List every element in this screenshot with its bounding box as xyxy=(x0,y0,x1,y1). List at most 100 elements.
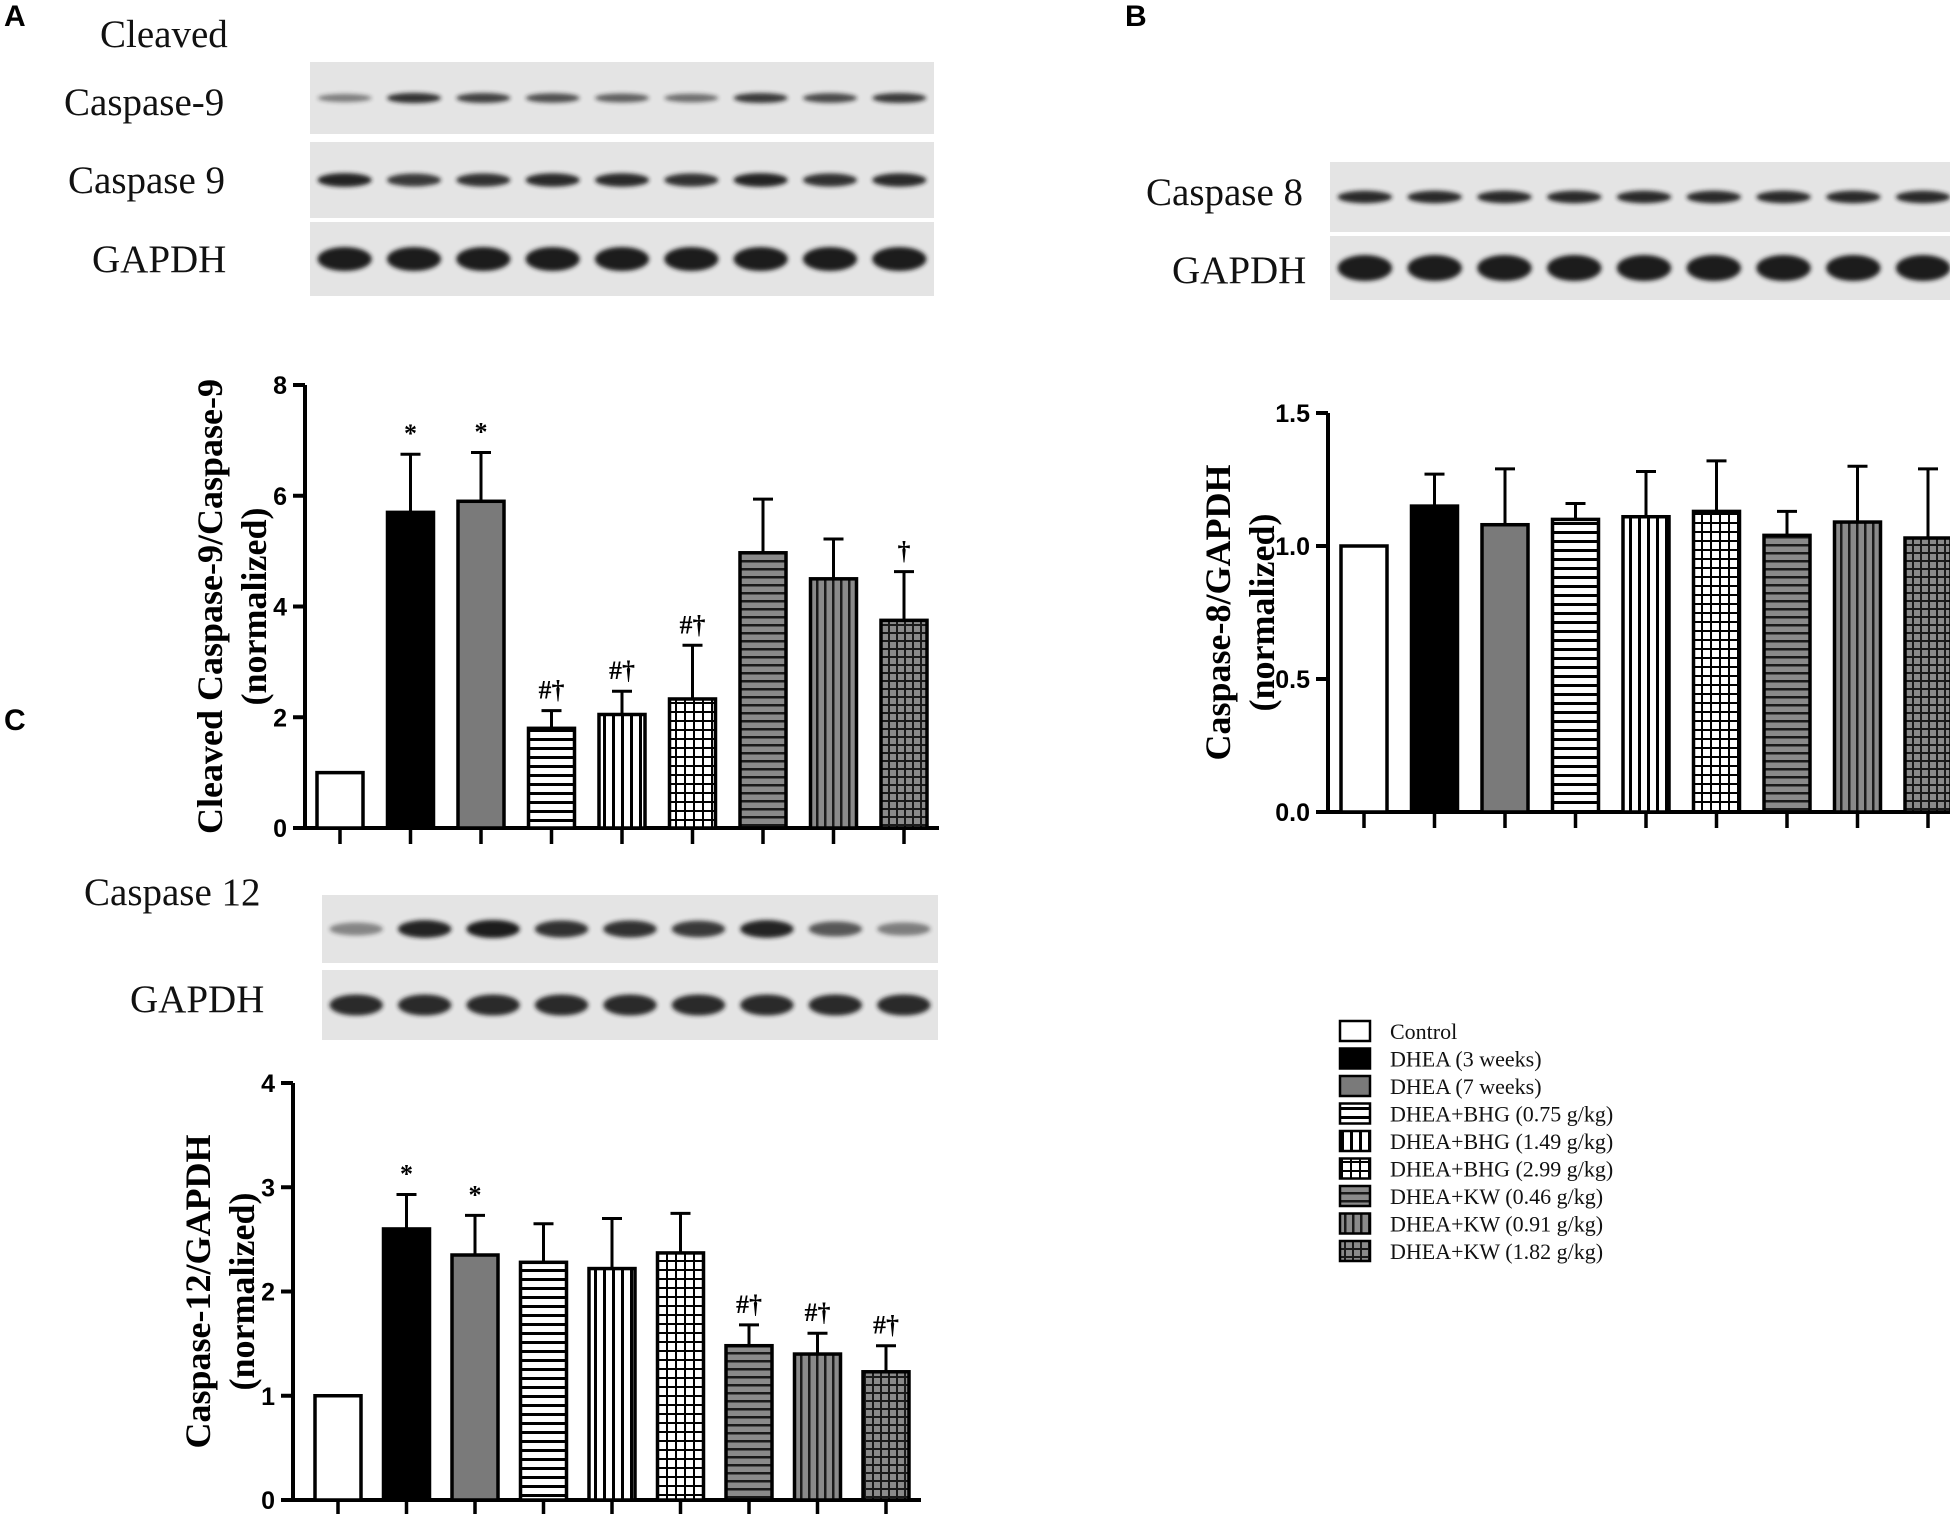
western-blots xyxy=(310,62,1950,1040)
blot-band xyxy=(1686,255,1741,281)
chart-panel-b: 0.0 0.5 1.0 1.5 Caspase-8/GAPDH (normalized) xyxy=(1198,400,1950,828)
blot-band xyxy=(1616,190,1672,204)
chart-panel-c: 0 1 2 3 4 Caspase-12/GAPDH (normalized) * * #† #† #… xyxy=(178,1070,921,1515)
bar-b-5 xyxy=(1621,514,1671,814)
legend-label: DHEA (7 weeks) xyxy=(1390,1074,1542,1099)
blot-band xyxy=(525,173,580,187)
blot-band xyxy=(534,994,589,1016)
y-axis-title: (normalized) xyxy=(1242,514,1282,712)
bar-c-6 xyxy=(655,1251,706,1502)
blot-label-caspase-9: Caspase 9 xyxy=(68,159,225,202)
blot-band xyxy=(397,994,452,1016)
blot-band xyxy=(466,994,520,1016)
y-axis-title: (normalized) xyxy=(234,508,274,706)
bar-a-6 xyxy=(667,697,718,830)
bar-a-7 xyxy=(738,551,788,830)
legend: Control DHEA (3 weeks)DHEA (7 weeks) DHEA+… xyxy=(1338,1019,1613,1264)
legend-entry: DHEA+BHG (2.99 g/kg) xyxy=(1338,1157,1613,1182)
blot-band xyxy=(386,247,442,271)
blot-band xyxy=(329,922,383,936)
blot-band xyxy=(1756,190,1811,204)
blot-label-caspase-9-cleaved: Caspase-9 xyxy=(64,81,224,124)
legend-swatch xyxy=(1338,1019,1372,1043)
legend-entry: Control xyxy=(1338,1019,1457,1044)
significance-label: * xyxy=(469,1180,482,1209)
blot-band xyxy=(1616,255,1672,281)
blot-gapdh-c xyxy=(322,970,938,1040)
panel-letter-c: C xyxy=(4,704,26,737)
blot-band xyxy=(386,173,442,187)
blot-band xyxy=(329,994,383,1016)
bar-c-3 xyxy=(450,1253,500,1502)
blot-label-caspase-8: Caspase 8 xyxy=(1146,171,1303,214)
bar-a-8 xyxy=(808,577,859,830)
blot-band xyxy=(1337,255,1393,281)
significance-label: #† xyxy=(873,1311,899,1340)
blot-band xyxy=(1826,190,1881,204)
bar-b-1 xyxy=(1339,544,1389,814)
blot-band xyxy=(317,173,372,187)
blot-band xyxy=(1337,190,1393,204)
blot-gapdh-b xyxy=(1330,236,1950,300)
bar-a-4 xyxy=(526,726,577,830)
blot-band xyxy=(594,173,650,187)
y-axis-title: Caspase-8/GAPDH xyxy=(1198,465,1238,761)
legend-swatch xyxy=(1338,1239,1372,1263)
bar-a-5 xyxy=(597,712,647,830)
legend-swatch xyxy=(1338,1184,1372,1208)
significance-label: #† xyxy=(805,1298,831,1327)
blot-band xyxy=(603,994,657,1016)
blot-band xyxy=(1826,255,1881,281)
blot-band xyxy=(733,92,788,104)
blot-band xyxy=(802,247,858,271)
legend-entry: DHEA+BHG (1.49 g/kg) xyxy=(1338,1129,1613,1154)
blot-band xyxy=(802,93,858,103)
significance-label: † xyxy=(898,537,911,566)
blot-band xyxy=(671,920,726,938)
blot-band xyxy=(877,994,931,1016)
y-tick-label: 8 xyxy=(273,372,287,400)
blot-band xyxy=(456,247,511,271)
legend-label: DHEA+BHG (2.99 g/kg) xyxy=(1390,1157,1613,1182)
blot-band xyxy=(664,247,719,271)
bar-b-2 xyxy=(1409,504,1460,814)
significance-label: * xyxy=(404,419,417,448)
legend-label: DHEA+BHG (1.49 g/kg) xyxy=(1390,1129,1613,1154)
y-axis-title: Caspase-12/GAPDH xyxy=(178,1135,218,1449)
y-tick-label: 4 xyxy=(273,594,287,622)
blot-label-cleaved: Cleaved xyxy=(100,13,228,56)
blot-band xyxy=(1477,255,1532,281)
blot-band xyxy=(740,994,794,1016)
y-tick-label: 2 xyxy=(261,1279,275,1307)
bar-a-9 xyxy=(879,618,929,830)
blot-cleaved-caspase-9 xyxy=(310,62,934,134)
blot-band xyxy=(1686,190,1741,204)
panel-letter-b: B xyxy=(1125,0,1147,33)
blot-label-gapdh-b: GAPDH xyxy=(1172,249,1306,292)
blot-caspase-9 xyxy=(310,142,934,218)
blot-band xyxy=(872,173,927,187)
y-tick-label: 0.5 xyxy=(1275,666,1310,694)
bar-a-1 xyxy=(315,770,365,830)
y-tick-label: 0 xyxy=(273,815,287,843)
blot-band xyxy=(671,994,726,1016)
blot-band xyxy=(1407,190,1462,204)
legend-entry: DHEA+KW (0.91 g/kg) xyxy=(1338,1212,1603,1237)
bar-c-7 xyxy=(724,1343,774,1502)
blot-band xyxy=(594,93,650,103)
blot-gapdh-a xyxy=(310,222,934,296)
blot-band xyxy=(603,920,657,938)
bar-c-9 xyxy=(861,1370,911,1502)
blot-band xyxy=(386,92,442,104)
blot-band xyxy=(1756,255,1811,281)
blot-band xyxy=(1477,190,1532,204)
blot-label-caspase-12: Caspase 12 xyxy=(84,871,261,914)
legend-label: Control xyxy=(1390,1019,1457,1044)
blot-band xyxy=(872,247,927,271)
legend-entry: DHEA (3 weeks) xyxy=(1338,1047,1542,1072)
blot-band xyxy=(317,247,372,271)
legend-swatch xyxy=(1338,1212,1372,1235)
blot-band xyxy=(525,247,580,271)
legend-entry: DHEA+KW (0.46 g/kg) xyxy=(1338,1184,1603,1209)
blot-band xyxy=(872,92,927,104)
